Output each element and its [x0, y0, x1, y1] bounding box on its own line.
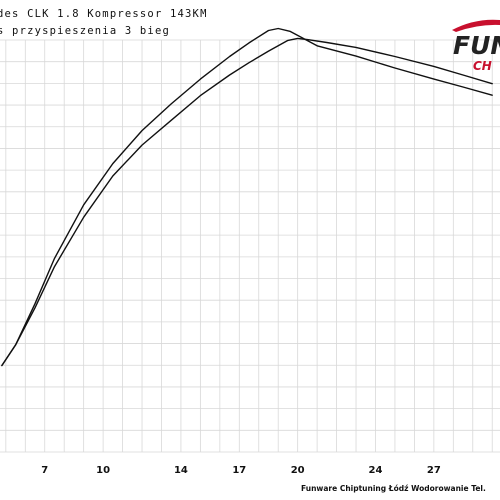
grid [0, 39, 500, 453]
logo-subtext: CH [473, 59, 492, 73]
series-group [1, 27, 493, 367]
x-tick-label: 17 [232, 465, 246, 476]
series-line-2 [1, 37, 493, 367]
logo-text: FUN [453, 31, 500, 60]
x-tick-labels: 7 10 14 17 20 24 27 [41, 465, 441, 476]
series-line-1 [1, 27, 493, 367]
x-tick-label: 7 [41, 465, 48, 476]
chart-subtitle: s przyspieszenia 3 bieg [0, 25, 170, 37]
brand-logo: FUN CH [452, 19, 500, 73]
x-tick-label: 27 [427, 465, 441, 476]
x-tick-label: 24 [369, 465, 383, 476]
footer-text: Funware Chiptuning Łódź Wodorowanie Tel. [301, 484, 486, 493]
logo-swoosh [452, 19, 500, 32]
x-tick-label: 14 [174, 465, 188, 476]
x-tick-label: 10 [96, 465, 110, 476]
chart-title: des CLK 1.8 Kompressor 143KM [0, 8, 208, 20]
x-tick-label: 20 [291, 465, 305, 476]
